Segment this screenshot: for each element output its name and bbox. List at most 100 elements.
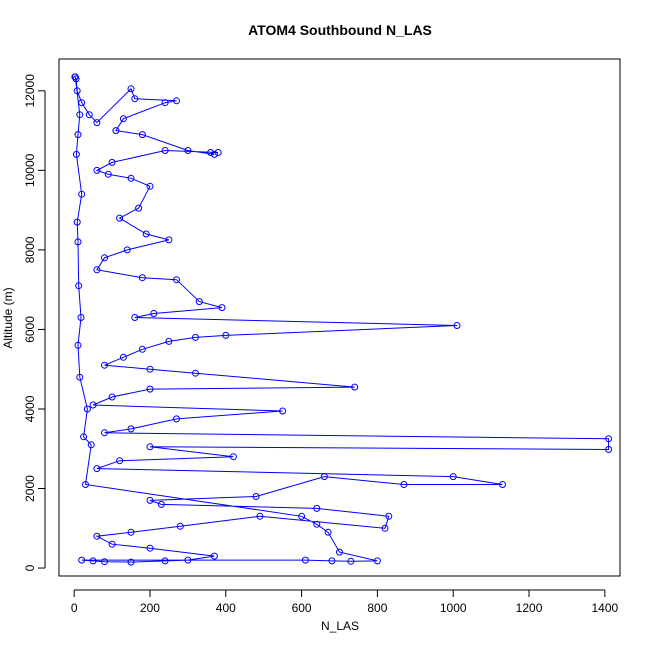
data-point	[75, 282, 83, 290]
data-point	[142, 230, 150, 238]
x-tick-label: 600	[292, 601, 312, 615]
y-tick-label: 4000	[23, 395, 37, 422]
data-point	[93, 119, 101, 127]
data-point	[605, 435, 613, 443]
data-point	[78, 190, 86, 198]
x-axis-label: N_LAS	[321, 619, 359, 633]
data-point	[127, 528, 135, 536]
data-point	[146, 385, 154, 393]
series-line	[74, 76, 610, 563]
data-point	[173, 97, 180, 105]
data-point	[328, 557, 336, 565]
data-point	[78, 556, 86, 564]
data-point	[135, 204, 143, 212]
x-axis: 0 200 400 600 800 1000 1200 1400	[71, 589, 619, 615]
data-point	[301, 556, 309, 564]
x-tick-label: 0	[71, 601, 78, 615]
data-point	[320, 473, 328, 481]
data-point	[229, 453, 237, 461]
data-point	[101, 558, 108, 566]
data-point	[195, 298, 203, 306]
data-point	[76, 373, 84, 381]
y-tick-label: 8000	[23, 236, 37, 263]
x-tick-label: 1400	[591, 601, 618, 615]
data-point	[161, 557, 169, 565]
data-point	[381, 524, 389, 532]
data-point	[104, 170, 112, 178]
data-point	[116, 214, 124, 222]
data-point	[127, 425, 135, 433]
data-point	[87, 441, 95, 449]
data-point	[605, 446, 613, 453]
data-point	[347, 557, 355, 565]
data-point	[80, 433, 88, 441]
data-point	[119, 115, 127, 123]
data-point	[73, 218, 81, 226]
data-point	[453, 322, 461, 329]
data-point	[165, 236, 173, 244]
data-point	[150, 310, 158, 317]
x-tick-label: 800	[367, 601, 387, 615]
data-point	[101, 429, 108, 437]
data-point	[157, 500, 165, 508]
x-tick-label: 1200	[516, 601, 543, 615]
data-point	[351, 383, 359, 391]
data-point	[146, 544, 154, 552]
data-point	[72, 150, 80, 158]
data-point	[313, 520, 321, 528]
data-layer	[71, 73, 613, 566]
y-axis: 0 2000 4000 6000 8000 10000 12000	[23, 74, 46, 571]
data-point	[146, 182, 154, 190]
data-point	[165, 337, 173, 345]
y-tick-label: 2000	[23, 475, 37, 502]
data-point	[449, 473, 457, 481]
data-point	[400, 481, 408, 488]
data-point	[279, 407, 287, 415]
data-point	[499, 481, 506, 488]
data-point	[138, 274, 146, 282]
x-tick-label: 1000	[440, 601, 467, 615]
data-point	[93, 532, 101, 540]
data-point	[146, 496, 154, 504]
data-point	[385, 512, 393, 520]
data-point	[184, 556, 192, 564]
plot-frame	[58, 58, 621, 577]
data-point	[127, 558, 135, 566]
data-point	[127, 174, 135, 182]
data-point	[82, 481, 89, 488]
data-point	[123, 246, 131, 254]
data-point	[313, 504, 321, 512]
data-point	[116, 457, 124, 465]
data-point	[373, 557, 381, 565]
chart-title: ATOM4 Southbound N_LAS	[248, 22, 432, 38]
data-point	[76, 111, 84, 119]
data-point	[89, 557, 97, 565]
data-point	[161, 99, 169, 107]
data-point	[131, 314, 139, 321]
data-point	[210, 552, 218, 560]
data-point	[146, 365, 154, 373]
data-point	[74, 238, 82, 246]
data-point	[74, 131, 82, 139]
data-point	[252, 493, 260, 500]
y-tick-label: 12000	[23, 74, 37, 108]
y-tick-label: 0	[23, 564, 37, 571]
data-point	[93, 166, 101, 174]
data-point	[222, 331, 230, 339]
data-point	[71, 73, 79, 81]
data-point	[101, 254, 108, 262]
x-tick-label: 200	[140, 601, 160, 615]
data-point	[138, 345, 146, 353]
y-tick-label: 6000	[23, 316, 37, 343]
data-point	[184, 147, 192, 154]
data-point	[176, 522, 184, 530]
data-point	[77, 314, 85, 321]
data-point	[93, 465, 101, 473]
data-point	[85, 111, 93, 119]
data-point	[324, 528, 332, 536]
data-point	[89, 401, 97, 409]
data-point	[108, 393, 116, 401]
data-point	[161, 147, 169, 154]
data-point	[127, 85, 135, 93]
